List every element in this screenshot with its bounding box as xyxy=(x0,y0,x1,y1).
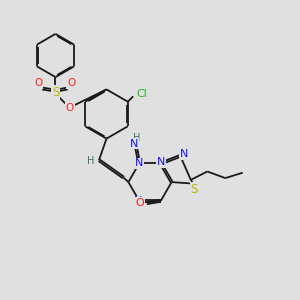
Text: O: O xyxy=(67,78,76,88)
Text: N: N xyxy=(130,139,139,148)
Text: O: O xyxy=(66,103,74,113)
Text: N: N xyxy=(180,149,189,159)
Text: S: S xyxy=(52,86,59,99)
Text: O: O xyxy=(34,78,43,88)
Text: N: N xyxy=(134,158,143,168)
Text: Cl: Cl xyxy=(136,89,147,99)
Text: H: H xyxy=(87,156,94,166)
Text: N: N xyxy=(157,157,166,167)
Text: S: S xyxy=(191,183,198,196)
Text: N: N xyxy=(134,196,142,206)
Text: O: O xyxy=(135,198,144,208)
Text: H: H xyxy=(133,133,140,143)
